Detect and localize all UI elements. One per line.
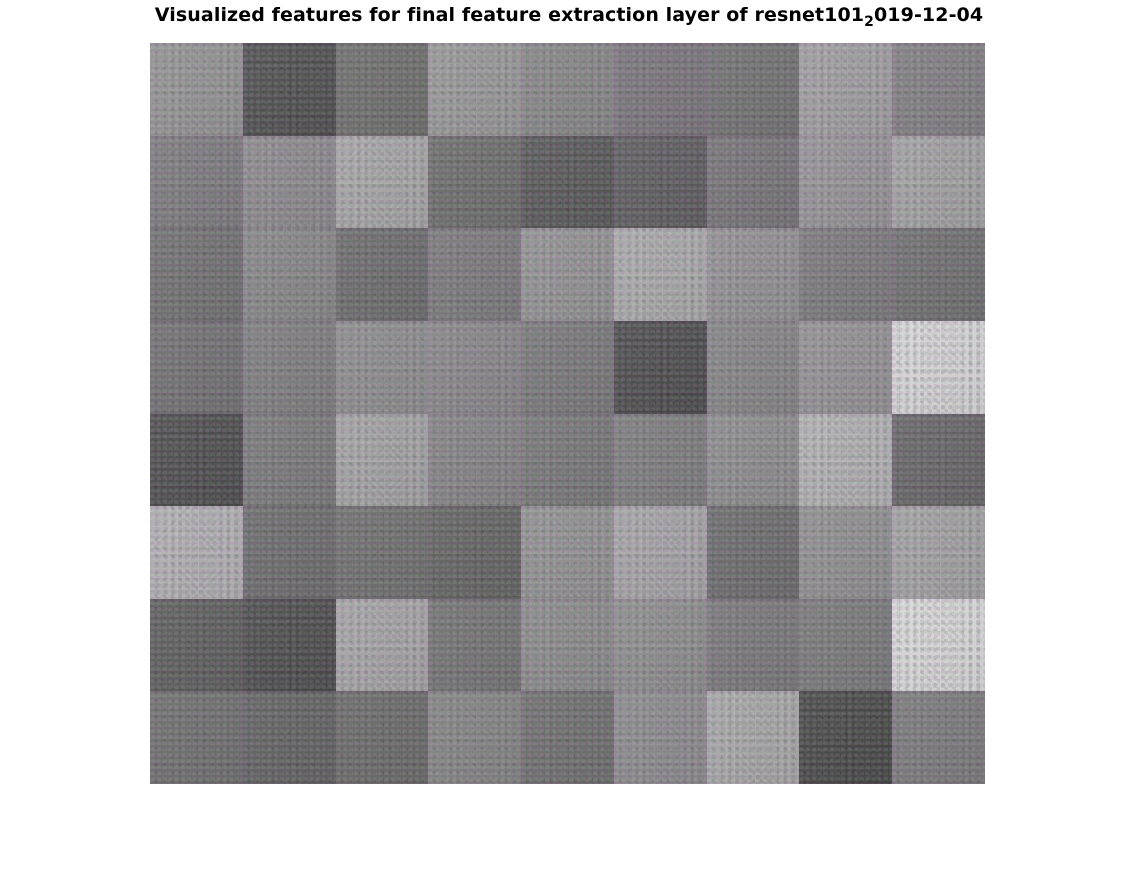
- feature-tile: [428, 506, 522, 599]
- feature-tile: [150, 598, 243, 692]
- feature-tile: [150, 43, 243, 136]
- feature-tile: [706, 228, 800, 321]
- feature-tile: [521, 691, 614, 784]
- feature-tile: [521, 135, 614, 229]
- feature-tile: [150, 135, 243, 229]
- feature-tile: [242, 691, 336, 784]
- feature-montage: [150, 43, 985, 784]
- feature-tile: [242, 598, 336, 692]
- feature-tile: [335, 320, 429, 414]
- feature-tile: [242, 228, 336, 321]
- feature-tile: [428, 320, 522, 414]
- feature-tile: [892, 691, 985, 784]
- feature-tile: [613, 598, 707, 692]
- feature-tile: [521, 598, 614, 692]
- feature-tile: [706, 598, 800, 692]
- figure-title: Visualized features for final feature ex…: [0, 4, 1138, 29]
- feature-tile: [335, 691, 429, 784]
- feature-tile: [428, 598, 522, 692]
- feature-tile: [799, 598, 893, 692]
- feature-tile: [242, 506, 336, 599]
- feature-tile: [150, 228, 243, 321]
- feature-tile: [799, 43, 893, 136]
- feature-tile: [335, 228, 429, 321]
- feature-tile: [428, 413, 522, 507]
- figure-title-subscript: 2: [864, 14, 874, 30]
- feature-tile: [799, 228, 893, 321]
- feature-tile: [892, 598, 985, 692]
- feature-tile: [706, 135, 800, 229]
- feature-tile: [150, 413, 243, 507]
- feature-tile: [428, 228, 522, 321]
- feature-tile: [428, 135, 522, 229]
- feature-tile: [335, 413, 429, 507]
- feature-tile: [521, 413, 614, 507]
- feature-tile: [150, 320, 243, 414]
- feature-tile: [150, 506, 243, 599]
- feature-tile: [799, 691, 893, 784]
- feature-tile: [892, 413, 985, 507]
- feature-tile: [706, 691, 800, 784]
- feature-tile: [428, 43, 522, 136]
- feature-tile: [706, 413, 800, 507]
- feature-tile: [521, 43, 614, 136]
- feature-tile: [428, 691, 522, 784]
- figure-title-main: Visualized features for final feature ex…: [154, 4, 865, 26]
- feature-tile: [799, 506, 893, 599]
- feature-tile: [613, 506, 707, 599]
- feature-tile: [613, 691, 707, 784]
- figure-title-suffix: 019-12-04: [873, 4, 984, 26]
- feature-tile: [335, 506, 429, 599]
- feature-tile: [892, 228, 985, 321]
- feature-tile: [521, 506, 614, 599]
- feature-tile: [242, 135, 336, 229]
- feature-tile: [892, 506, 985, 599]
- feature-tile: [892, 43, 985, 136]
- feature-tile: [892, 320, 985, 414]
- feature-tile: [242, 43, 336, 136]
- feature-tile: [706, 320, 800, 414]
- feature-tile: [521, 320, 614, 414]
- feature-tile: [613, 228, 707, 321]
- feature-tile: [150, 691, 243, 784]
- feature-tile: [335, 598, 429, 692]
- feature-tile: [613, 135, 707, 229]
- feature-tile: [706, 43, 800, 136]
- feature-tile: [799, 320, 893, 414]
- feature-tile: [335, 43, 429, 136]
- feature-tile: [613, 320, 707, 414]
- feature-tile: [892, 135, 985, 229]
- feature-tile: [706, 506, 800, 599]
- feature-tile: [521, 228, 614, 321]
- feature-tile: [242, 413, 336, 507]
- feature-tile: [613, 413, 707, 507]
- feature-tile: [799, 135, 893, 229]
- feature-tile: [335, 135, 429, 229]
- feature-tile: [613, 43, 707, 136]
- feature-tile: [799, 413, 893, 507]
- feature-tile: [242, 320, 336, 414]
